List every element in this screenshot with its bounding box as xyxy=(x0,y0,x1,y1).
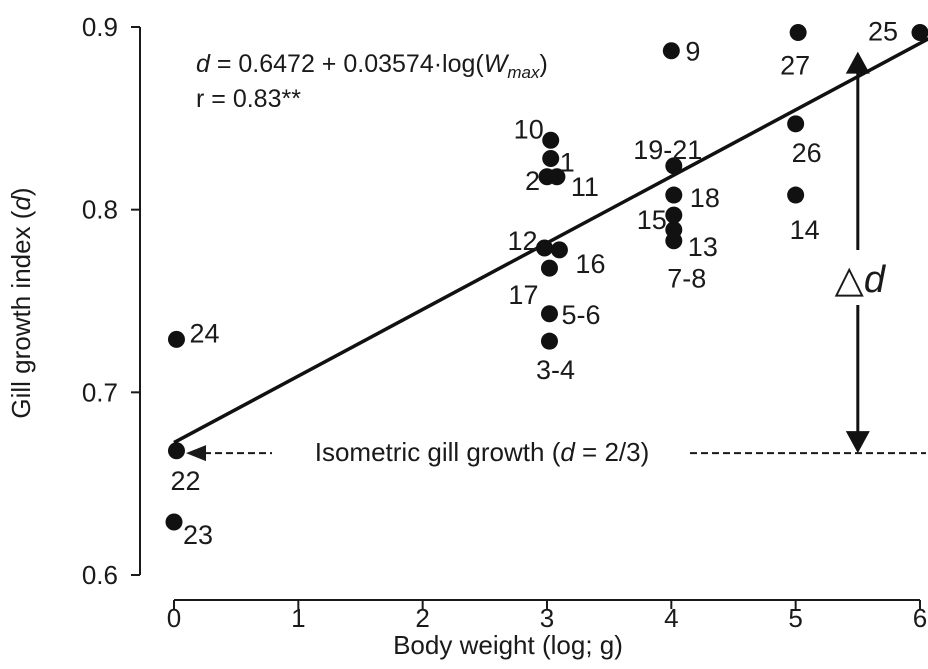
isometric-label: Isometric gill growth (d = 2/3) xyxy=(315,437,650,467)
y-axis-title-text: Gill growth index ( xyxy=(6,210,36,418)
regression-equation: d = 0.6472 + 0.03574·log(Wmax) r = 0.83*… xyxy=(196,50,548,113)
data-point xyxy=(665,221,682,238)
data-point xyxy=(542,150,559,167)
y-tick-label: 0.9 xyxy=(82,12,118,42)
data-point-label: 25 xyxy=(868,16,898,46)
data-point xyxy=(168,442,185,459)
data-point-label: 2 xyxy=(525,166,540,196)
x-axis-ticks: 0 1 2 3 4 5 6 xyxy=(167,600,927,633)
equation-w: W xyxy=(484,50,510,78)
y-axis-title-close: ) xyxy=(6,187,36,196)
data-point xyxy=(542,132,559,149)
data-point-label: 19-21 xyxy=(633,135,702,165)
delta-d-label: △d xyxy=(835,259,887,301)
y-tick-label: 0.6 xyxy=(82,560,118,590)
x-tick-label: 6 xyxy=(913,603,927,633)
data-point-label: 18 xyxy=(690,183,720,213)
y-tick-label: 0.8 xyxy=(82,195,118,225)
delta-arrowhead-down xyxy=(846,431,870,453)
data-point-label: 22 xyxy=(170,466,200,496)
data-point xyxy=(665,187,682,204)
data-point-label: 12 xyxy=(507,226,537,256)
delta-symbol: △ xyxy=(835,259,865,301)
y-axis-ticks: 0.6 0.7 0.8 0.9 xyxy=(82,12,140,590)
equation-close: ) xyxy=(539,50,547,78)
data-point-label: 14 xyxy=(790,215,820,245)
data-point xyxy=(787,115,804,132)
x-tick-label: 4 xyxy=(664,603,678,633)
equation-d: d xyxy=(196,50,211,78)
data-point xyxy=(911,24,928,41)
data-point xyxy=(790,24,807,41)
x-tick-label: 2 xyxy=(415,603,429,633)
y-axis-title: Gill growth index (d) xyxy=(6,187,36,418)
delta-d-annotation: △d xyxy=(835,52,887,454)
data-point-label: 16 xyxy=(575,249,605,279)
data-point-label: 7-8 xyxy=(667,264,706,294)
isometric-arrowhead xyxy=(186,445,206,461)
data-point-label: 13 xyxy=(688,232,718,262)
equation-text: d = 0.6472 + 0.03574·log(Wmax) xyxy=(196,50,548,82)
data-point xyxy=(663,42,680,59)
data-point-label: 23 xyxy=(183,520,213,550)
data-point-label: 3-4 xyxy=(536,355,575,385)
equation-sub: max xyxy=(507,63,540,82)
data-point-label: 10 xyxy=(514,114,544,144)
x-tick-label: 0 xyxy=(167,603,181,633)
data-point xyxy=(541,260,558,277)
data-point xyxy=(551,241,568,258)
data-point xyxy=(541,333,558,350)
data-point-label: 15 xyxy=(637,205,667,235)
data-point xyxy=(168,331,185,348)
x-axis-title: Body weight (log; g) xyxy=(393,630,623,660)
data-point-label: 27 xyxy=(780,50,810,80)
isometric-label-post: = 2/3) xyxy=(575,437,649,467)
data-point-label: 11 xyxy=(571,172,599,202)
data-point-label: 26 xyxy=(792,138,822,168)
isometric-reference: Isometric gill growth (d = 2/3) xyxy=(186,433,926,467)
x-tick-label: 5 xyxy=(788,603,802,633)
isometric-label-pre: Isometric gill growth ( xyxy=(315,437,561,467)
data-point-label: 5-6 xyxy=(561,300,600,330)
data-point xyxy=(665,207,682,224)
data-point-label: 9 xyxy=(685,37,700,67)
data-point xyxy=(541,305,558,322)
correlation-text: r = 0.83** xyxy=(196,85,301,113)
data-point-label: 17 xyxy=(508,280,538,310)
data-point-label: 24 xyxy=(189,318,219,348)
delta-d-letter: d xyxy=(864,259,887,301)
equation-body: = 0.6472 + 0.03574·log( xyxy=(210,50,485,78)
data-point xyxy=(166,514,183,531)
x-tick-label: 1 xyxy=(291,603,305,633)
delta-arrowhead-up xyxy=(846,52,870,74)
data-point xyxy=(787,187,804,204)
y-tick-label: 0.7 xyxy=(82,377,118,407)
data-point xyxy=(536,240,553,257)
x-tick-label: 3 xyxy=(540,603,554,633)
